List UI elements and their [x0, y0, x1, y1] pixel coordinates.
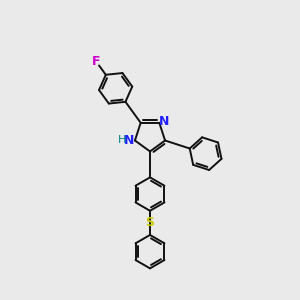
Text: H: H — [118, 136, 126, 146]
Text: N: N — [123, 134, 134, 147]
Text: F: F — [92, 55, 100, 68]
Text: N: N — [159, 115, 170, 128]
Text: S: S — [146, 216, 154, 230]
